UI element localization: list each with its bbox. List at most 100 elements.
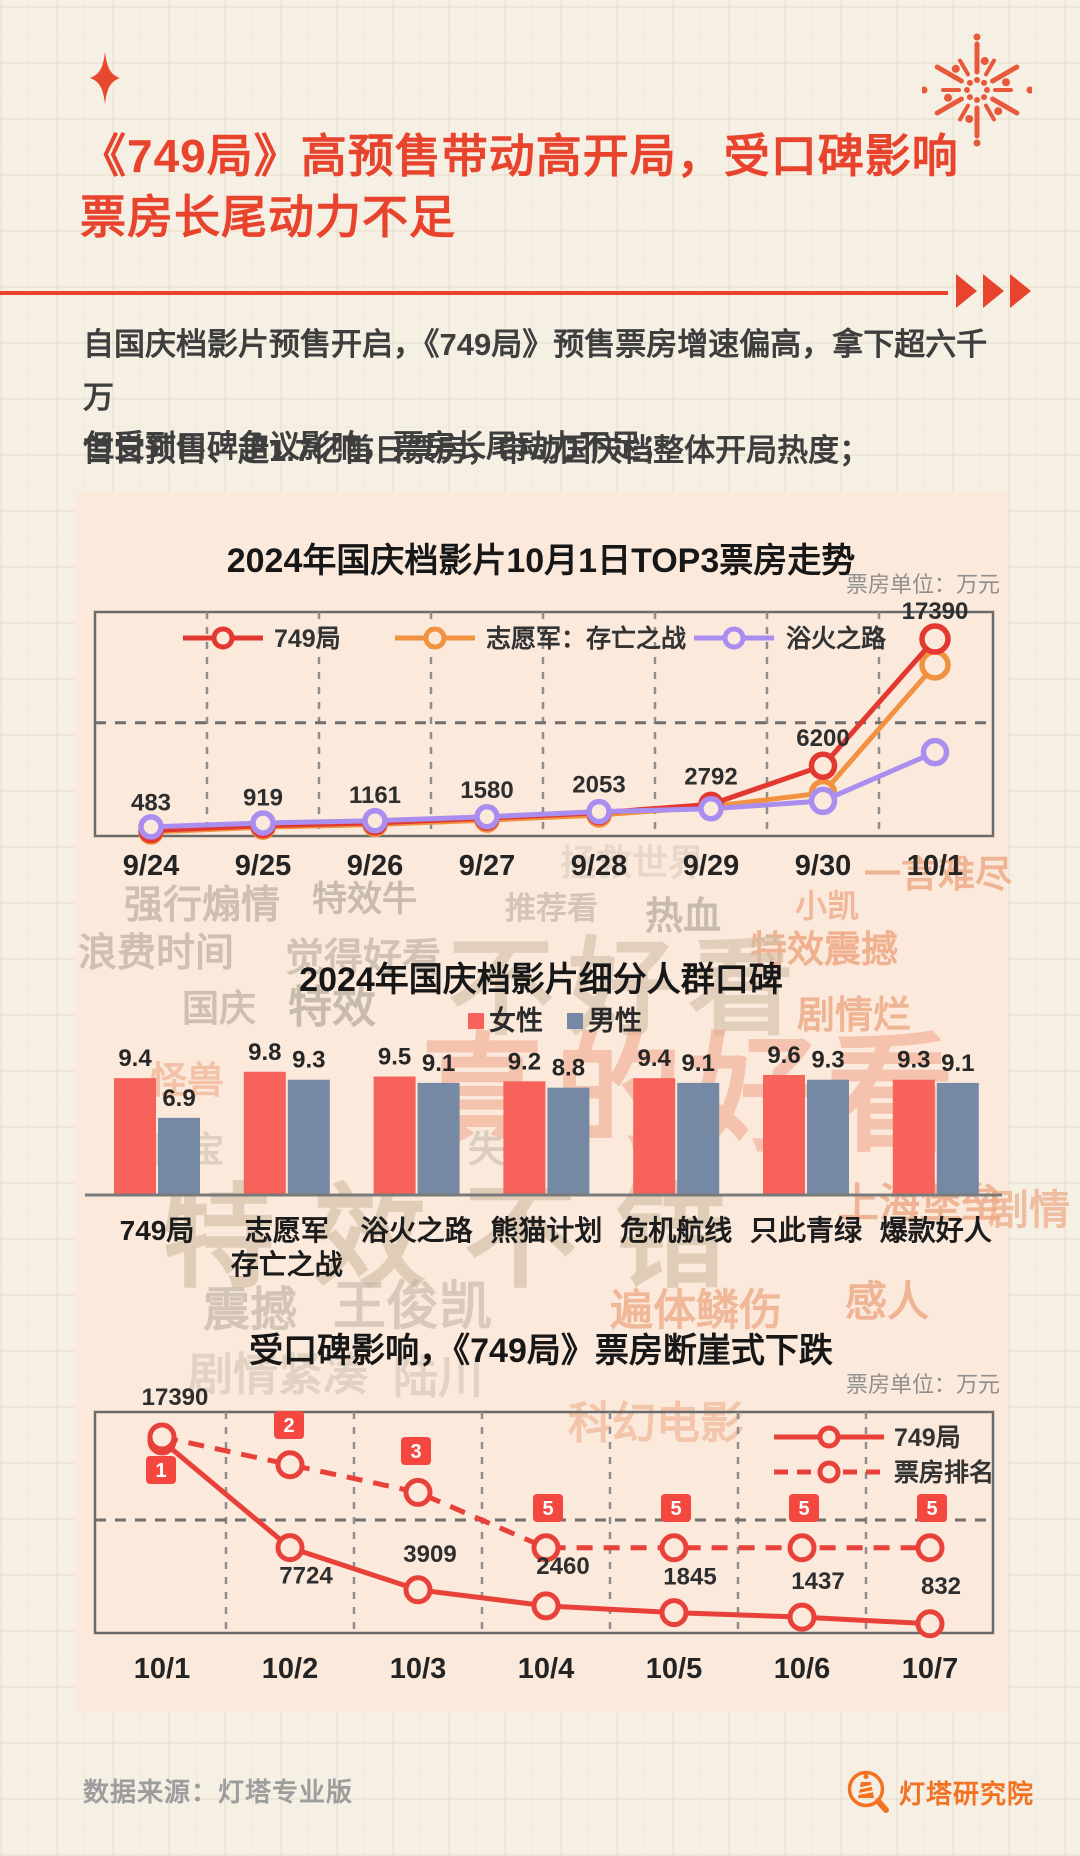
bar-female <box>114 1078 156 1195</box>
logo-text: 灯塔研究院 <box>899 1778 1035 1809</box>
chart2-x-label: 爆款好人 <box>880 1215 992 1246</box>
chart2-group-749局: 9.4 6.9 749局 <box>114 1045 200 1246</box>
chart1-x-label: 9/24 <box>123 850 179 882</box>
chart2-group-浴火之路: 9.5 9.1 浴火之路 <box>361 1044 474 1246</box>
bar-male <box>158 1117 200 1195</box>
intro-p2-line1: 但受到口碑争议影响，票房长尾动力不足； <box>83 429 672 464</box>
chart3-legend-boxoffice: 749局 <box>894 1424 961 1452</box>
bar-female <box>763 1074 805 1195</box>
chart3-point-label: 2460 <box>536 1553 589 1580</box>
bar-value-label: 9.3 <box>897 1047 930 1074</box>
chart3-x-label: 10/4 <box>518 1653 574 1685</box>
chart3-point-label: 7724 <box>279 1563 333 1590</box>
watermark-word: 热血 <box>645 896 722 938</box>
chart1-point-label: 17390 <box>902 598 969 625</box>
bar-value-label: 9.5 <box>378 1044 411 1071</box>
chart3-series-rank <box>147 1422 945 1563</box>
chart2-x-label: 只此青绿 <box>750 1215 863 1246</box>
svg-text:1: 1 <box>155 1460 166 1482</box>
watermark-word: 拯救世界 <box>560 842 705 883</box>
data-point-marker <box>531 1533 561 1563</box>
watermark-word: 特效震撼 <box>750 929 898 970</box>
svg-text:5: 5 <box>670 1498 681 1520</box>
data-point-marker <box>919 649 951 681</box>
watermark-word: 强行煽情 <box>124 884 281 927</box>
chart2-legend-female: 女性 <box>489 1005 543 1036</box>
chart1-unit-note: 票房单位：万元 <box>846 572 1000 597</box>
footer-logo: 灯塔研究院 <box>845 1768 1034 1816</box>
watermark-word: 王俊凯 <box>333 1277 492 1336</box>
svg-text:3: 3 <box>410 1441 421 1463</box>
data-point-marker <box>659 1533 689 1563</box>
watermark-word: 科幻电影 <box>568 1399 744 1448</box>
divider <box>0 274 1080 308</box>
chart1-legend-label: 749局 <box>274 625 341 653</box>
rank-badge: 5 <box>789 1494 819 1522</box>
bar-male <box>547 1087 590 1195</box>
data-point-marker <box>808 786 838 816</box>
rank-badge: 5 <box>917 1494 947 1522</box>
intro-paragraph-1: 自国庆档影片预售开启，《749局》预售票房增速偏高，拿下超六千万首日预售、超1.… <box>83 318 1013 477</box>
data-point-marker <box>698 796 724 822</box>
chart2-x-label: 浴火之路 <box>361 1214 474 1246</box>
chart2-legend: 女性 男性 <box>468 1005 642 1036</box>
svg-text:2: 2 <box>283 1415 294 1437</box>
chart3-point-label: 3909 <box>403 1541 456 1568</box>
watermark-word: 推荐看 <box>505 891 598 926</box>
chart1-point-label: 2792 <box>684 763 737 790</box>
watermark-word: 国庆 <box>182 988 256 1029</box>
rank-badge: 2 <box>274 1411 304 1439</box>
bar-value-label: 8.8 <box>552 1055 585 1082</box>
bar-male <box>936 1082 979 1195</box>
bar-male <box>287 1079 330 1195</box>
bar-value-label: 9.8 <box>248 1039 281 1066</box>
watermark-word: 特效牛 <box>312 880 418 919</box>
svg-text:5: 5 <box>926 1498 937 1520</box>
bar-female <box>373 1076 416 1195</box>
chart2-x-label-line2: 存亡之战 <box>231 1248 343 1280</box>
chart3-x-label: 10/5 <box>646 1653 702 1685</box>
data-point-marker <box>920 737 950 767</box>
watermark-word: 剧情紧凑 <box>188 1349 369 1400</box>
chart2-group-危机航线: 9.4 9.1 危机航线 <box>620 1045 732 1246</box>
firework-icon <box>922 33 1032 147</box>
bar-value-label: 9.2 <box>508 1048 541 1075</box>
chart3-point-label: 1845 <box>663 1564 716 1591</box>
intro-p1-line1: 自国庆档影片预售开启，《749局》预售票房增速偏高，拿下超六千万 <box>83 327 988 415</box>
chart1-series-浴火之路 <box>138 737 950 840</box>
bar-male <box>677 1082 720 1195</box>
chart1-x-label: 9/29 <box>683 850 739 882</box>
chart3-legend-rank: 票房排名 <box>894 1458 994 1487</box>
bar-value-label: 9.3 <box>292 1047 325 1074</box>
watermark-word: 感人 <box>845 1278 930 1325</box>
data-point-marker <box>147 1422 177 1452</box>
chart1-title: 2024年国庆档影片10月1日TOP3票房走势 <box>227 542 856 580</box>
chart1-point-label: 2053 <box>572 772 625 799</box>
watermark-word: 不好看 <box>448 930 808 1048</box>
title-line-1: 《749局》高预售带动高开局，受口碑影响 <box>80 130 959 182</box>
chart1-x-label: 9/27 <box>459 850 515 882</box>
chart3-point-label: 17390 <box>142 1384 209 1411</box>
data-point-marker <box>919 623 951 655</box>
chart1-x-label: 9/30 <box>795 850 851 882</box>
bar-value-label: 9.3 <box>811 1047 844 1074</box>
chart3-point-label: 1437 <box>791 1568 844 1595</box>
data-source-note: 数据来源：灯塔专业版 <box>83 1777 354 1807</box>
watermark-word: 剧情烂 <box>797 995 912 1037</box>
chart2-title: 2024年国庆档影片细分人群口碑 <box>299 961 783 999</box>
data-point-marker <box>362 807 388 834</box>
bar-value-label: 9.1 <box>682 1050 715 1077</box>
intro-p1-line2: 首日预售、超1.7亿首日票房，带动国庆档整体开局热度； <box>83 433 871 468</box>
chart2-x-label: 熊猫计划 <box>490 1214 602 1246</box>
svg-text:5: 5 <box>542 1498 553 1520</box>
chart1-point-label: 1580 <box>460 777 513 804</box>
watermark-word: 特效 <box>288 983 376 1032</box>
rank-badge: 1 <box>146 1456 176 1484</box>
rank-badge: 5 <box>533 1494 563 1522</box>
watermark-word: 一言难尽 <box>864 854 1012 895</box>
